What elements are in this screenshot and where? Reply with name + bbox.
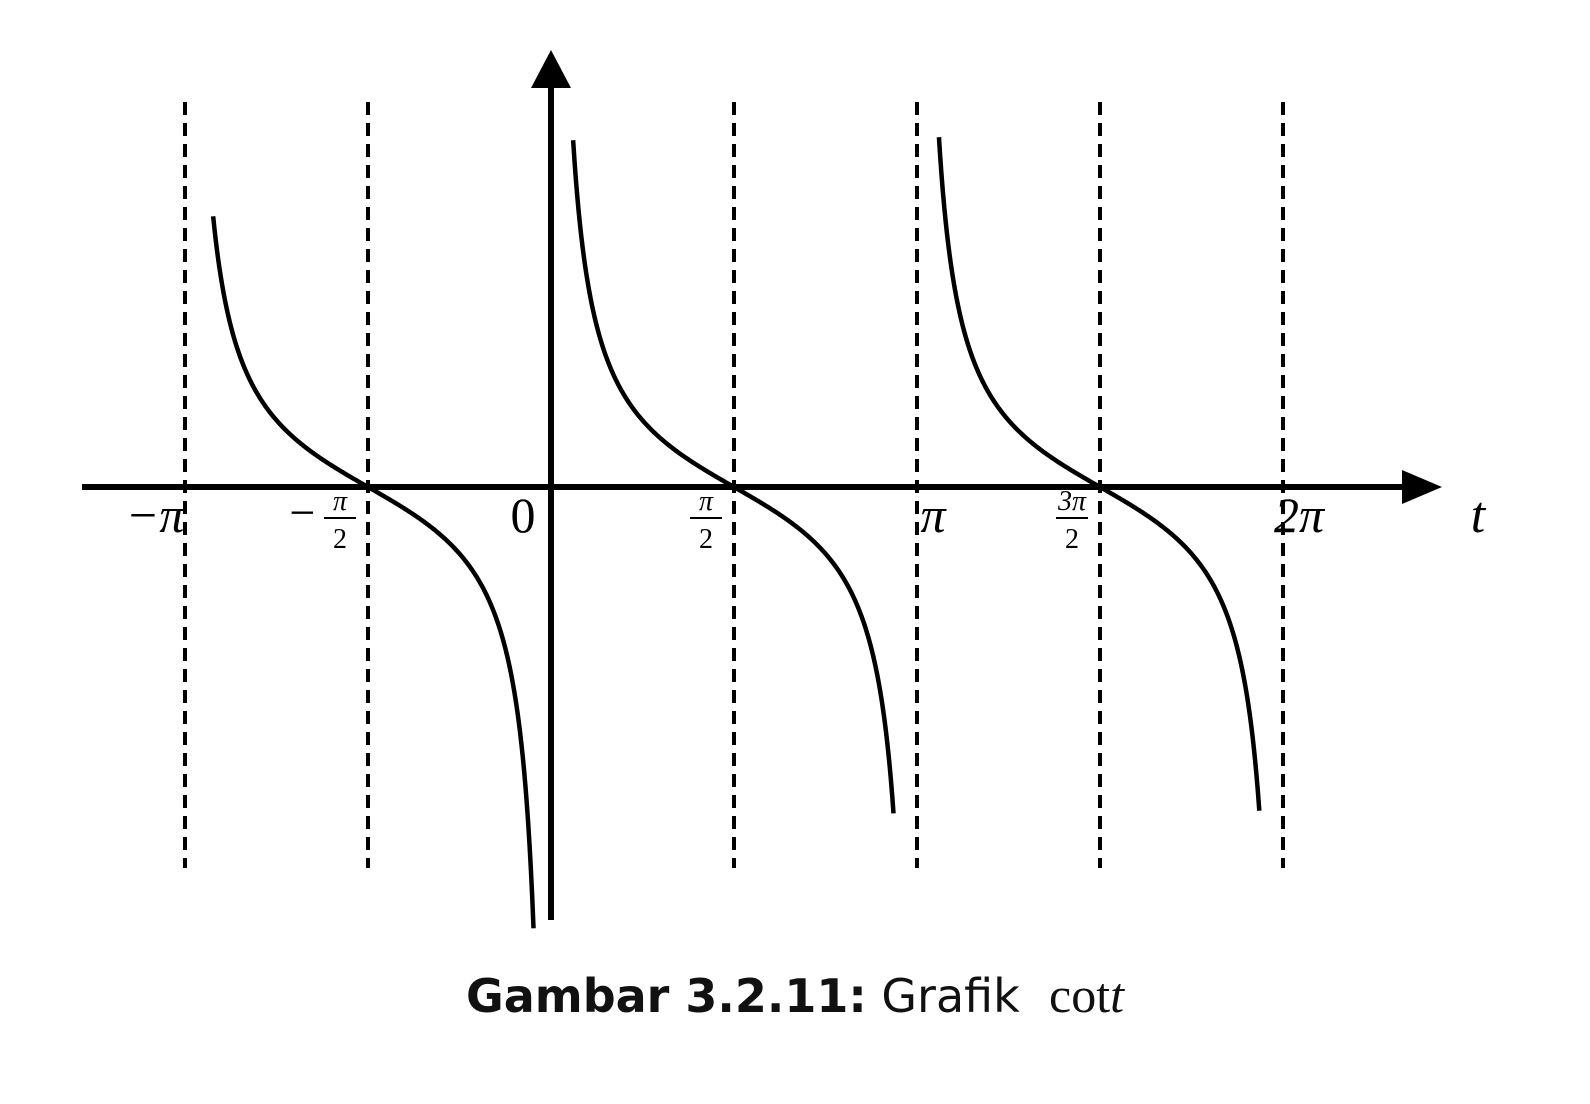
tick-sign: − — [286, 487, 317, 538]
tick-denominator: 2 — [333, 524, 347, 555]
caption-text: Grafik — [881, 969, 1020, 1023]
tick-label-layer: −π − π2 0 π2 π 3π2 2π — [126, 486, 1326, 555]
tick-label-text: −π — [126, 487, 187, 543]
tick-label-4: π — [920, 487, 947, 543]
tick-label-2: 0 — [511, 487, 536, 543]
tick-label-text: π — [920, 487, 947, 543]
tick-numerator: π — [333, 486, 348, 517]
tick-label-6: 2π — [1274, 487, 1326, 543]
tick-label-text: 0 — [511, 487, 536, 543]
tick-denominator: 2 — [699, 524, 713, 555]
y-axis-arrowhead — [531, 50, 571, 88]
caption-variable: t — [1110, 967, 1124, 1023]
caption-label: Gambar 3.2.11: — [465, 969, 867, 1023]
cot-branch-0 — [210, 216, 536, 929]
tick-numerator: 3π — [1057, 486, 1087, 517]
tick-label-0: −π — [126, 487, 187, 543]
tick-label-1: − π 2 — [286, 486, 357, 555]
tick-label-text: 2π — [1274, 487, 1326, 543]
x-axis-arrowhead — [1402, 470, 1442, 504]
figure-caption: Gambar 3.2.11: Grafik cott — [0, 966, 1590, 1024]
cot-branch-2 — [936, 137, 1262, 811]
tick-denominator: 2 — [1065, 524, 1079, 555]
tick-numerator: π — [699, 486, 714, 517]
caption-function: cot — [1049, 967, 1111, 1023]
curve-layer — [210, 137, 1262, 929]
tick-label-5: 3π2 — [1055, 486, 1088, 555]
x-axis-label: t — [1471, 487, 1487, 544]
cot-branch-1 — [570, 140, 896, 814]
tick-label-3: π2 — [689, 486, 722, 555]
